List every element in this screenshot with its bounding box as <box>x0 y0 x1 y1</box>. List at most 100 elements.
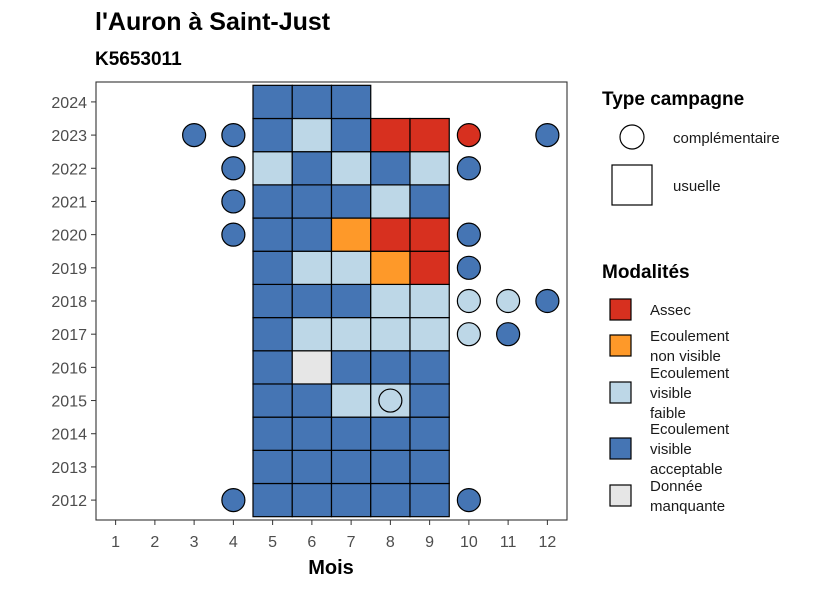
y-tick-label-2024: 2024 <box>51 95 87 112</box>
tile-2012-9 <box>409 482 450 518</box>
tile-2012-7 <box>330 482 372 518</box>
legend-campagne-title: Type campagne <box>602 89 744 110</box>
legend-key-A <box>609 298 632 321</box>
tile-2024-7 <box>330 84 372 120</box>
tile-2017-8 <box>370 316 411 352</box>
tile-2012-8 <box>370 482 411 518</box>
x-tick-label-11: 11 <box>500 534 517 551</box>
legend-key-F <box>609 381 632 404</box>
tile-2019-6 <box>291 250 333 286</box>
tile-2020-7 <box>330 217 372 252</box>
x-tick-label-4: 4 <box>229 534 238 551</box>
legend-key-M <box>609 484 632 507</box>
tile-2019-5 <box>252 250 293 286</box>
tile-2017-7 <box>330 316 372 352</box>
point-2017-10 <box>456 322 481 347</box>
tile-2019-8 <box>370 250 411 286</box>
tile-2013-8 <box>370 449 411 485</box>
point-2018-10 <box>456 288 481 314</box>
point-2020-4 <box>221 222 246 247</box>
point-2023-10 <box>456 122 481 148</box>
tile-2014-5 <box>252 416 293 451</box>
y-tick-label-2019: 2019 <box>51 261 87 278</box>
tile-2022-6 <box>291 151 333 186</box>
y-tick-label-2017: 2017 <box>51 327 87 344</box>
x-tick-label-5: 5 <box>268 534 277 551</box>
tile-2016-9 <box>409 350 450 385</box>
x-tick-label-6: 6 <box>307 534 316 551</box>
legend-modalites-title: Modalités <box>602 262 690 283</box>
tile-2017-9 <box>409 316 450 352</box>
point-2012-10 <box>456 487 481 513</box>
point-2022-4 <box>221 156 246 181</box>
y-tick-label-2020: 2020 <box>51 228 87 245</box>
y-tick-label-2012: 2012 <box>51 493 87 510</box>
point-2021-4 <box>221 189 246 214</box>
tile-2013-5 <box>252 449 293 485</box>
tile-2022-9 <box>409 151 450 186</box>
x-tick-label-7: 7 <box>347 534 356 551</box>
plot-area <box>95 81 568 521</box>
x-tick-label-3: 3 <box>190 534 199 551</box>
point-2019-10 <box>456 255 481 280</box>
point-2012-4 <box>221 487 246 513</box>
legend-label-N: Ecoulement non visible <box>650 328 730 365</box>
tile-2022-5 <box>252 151 293 186</box>
tile-2014-8 <box>370 416 411 451</box>
tile-2023-8 <box>370 117 411 153</box>
tile-2020-9 <box>409 217 450 252</box>
tile-2023-6 <box>291 117 333 153</box>
y-tick-label-2013: 2013 <box>51 460 87 477</box>
tile-2021-6 <box>291 184 333 219</box>
point-2017-11 <box>496 322 521 347</box>
tile-2024-6 <box>291 84 333 120</box>
legend-type-campagne: Type campagne complémentaire usuelle <box>602 89 780 206</box>
x-tick-label-8: 8 <box>386 534 395 551</box>
tile-2016-8 <box>370 350 411 385</box>
point-2018-11 <box>496 288 521 314</box>
point-2023-12 <box>535 122 560 148</box>
tile-2024-5 <box>252 84 293 120</box>
tile-2018-5 <box>252 283 293 319</box>
tile-2021-7 <box>330 184 372 219</box>
tile-2012-5 <box>252 482 293 518</box>
legend-usuelle-label: usuelle <box>673 178 721 195</box>
tile-2015-6 <box>291 383 333 418</box>
x-tick-label-2: 2 <box>150 534 159 551</box>
y-axis: 2012 2013 2014 2015 2016 2017 2018 2019 2020 2021… <box>51 95 96 510</box>
y-tick-label-2014: 2014 <box>51 427 87 444</box>
chart-title: l'Auron à Saint-Just <box>95 8 331 36</box>
tile-2023-5 <box>252 117 293 153</box>
chart-subtitle: K5653011 <box>95 49 182 70</box>
tile-2019-9 <box>409 250 450 286</box>
legend-key-N <box>609 334 632 357</box>
tile-2013-6 <box>291 449 333 485</box>
point-2020-10 <box>456 222 481 247</box>
legend-usuelle-key <box>611 164 653 206</box>
x-axis-title: Mois <box>308 557 354 579</box>
legend-label-V: Ecoulement visible acceptable <box>650 421 730 478</box>
tile-2016-5 <box>252 350 293 385</box>
tile-2015-9 <box>409 383 450 418</box>
legend-complementaire-label: complémentaire <box>673 130 780 147</box>
point-2023-3 <box>182 122 207 148</box>
point-2023-4 <box>221 122 246 148</box>
tile-2016-7 <box>330 350 372 385</box>
y-tick-label-2015: 2015 <box>51 394 87 411</box>
tile-2017-5 <box>252 316 293 352</box>
tile-2021-9 <box>409 184 450 219</box>
tile-2020-5 <box>252 217 293 252</box>
x-axis: 1 2 3 4 5 6 7 8 9 10 11 12 <box>111 520 556 551</box>
tile-2017-6 <box>291 316 333 352</box>
tile-2015-5 <box>252 383 293 418</box>
x-tick-label-12: 12 <box>538 534 556 551</box>
y-tick-label-2023: 2023 <box>51 128 87 145</box>
tile-2018-9 <box>409 283 450 319</box>
x-tick-label-10: 10 <box>460 534 478 551</box>
tile-2013-9 <box>409 449 450 485</box>
tile-2013-7 <box>330 449 372 485</box>
tile-2014-7 <box>330 416 372 451</box>
tile-2023-7 <box>330 117 372 153</box>
